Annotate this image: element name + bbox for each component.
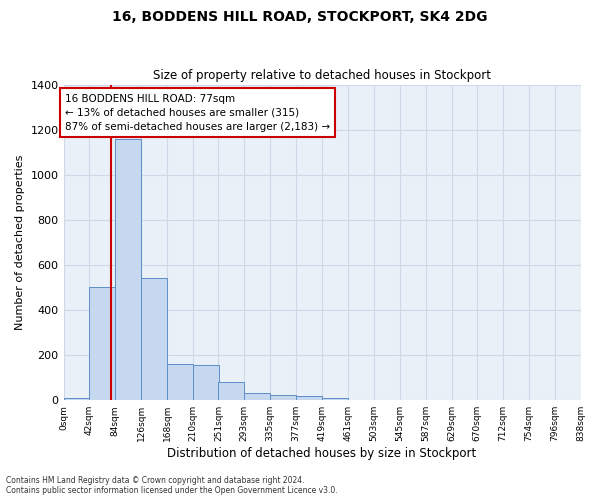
Bar — [115, 138, 141, 400]
Bar — [141, 278, 167, 400]
Bar — [322, 398, 348, 400]
Y-axis label: Number of detached properties: Number of detached properties — [15, 154, 25, 330]
Bar — [89, 288, 115, 400]
Bar — [244, 394, 270, 400]
Title: Size of property relative to detached houses in Stockport: Size of property relative to detached ho… — [153, 69, 491, 82]
Bar — [296, 396, 322, 400]
Bar — [193, 366, 219, 400]
Bar — [218, 382, 244, 400]
X-axis label: Distribution of detached houses by size in Stockport: Distribution of detached houses by size … — [167, 447, 476, 460]
Bar — [270, 395, 296, 400]
Text: 16 BODDENS HILL ROAD: 77sqm
← 13% of detached houses are smaller (315)
87% of se: 16 BODDENS HILL ROAD: 77sqm ← 13% of det… — [65, 94, 330, 132]
Bar — [167, 364, 193, 400]
Text: 16, BODDENS HILL ROAD, STOCKPORT, SK4 2DG: 16, BODDENS HILL ROAD, STOCKPORT, SK4 2D… — [112, 10, 488, 24]
Text: Contains HM Land Registry data © Crown copyright and database right 2024.
Contai: Contains HM Land Registry data © Crown c… — [6, 476, 338, 495]
Bar — [64, 398, 89, 400]
